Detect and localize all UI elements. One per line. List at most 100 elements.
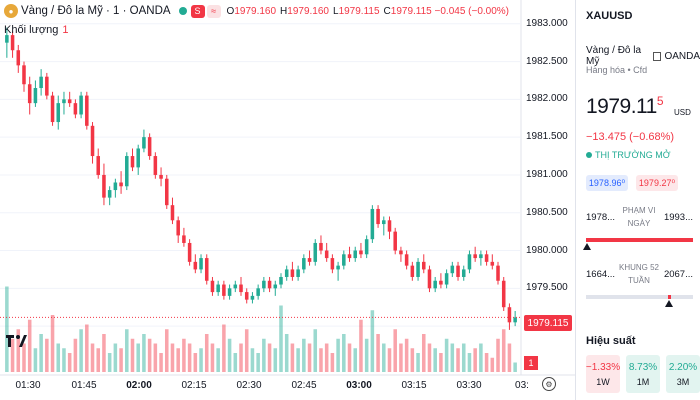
- candle-body: [79, 95, 83, 115]
- volume-bar: [473, 348, 477, 372]
- volume-bar: [370, 310, 375, 372]
- performance-tile-1w[interactable]: −1.33% 1W: [586, 355, 620, 393]
- performance-percent: 8.73%: [628, 361, 658, 373]
- volume-bar: [387, 348, 392, 372]
- volume-bar: [119, 348, 123, 372]
- ohlc-key-o: O: [226, 5, 235, 17]
- candle-body: [39, 76, 43, 89]
- volume-bar: [421, 334, 426, 372]
- candle-body: [404, 254, 409, 266]
- price-axis-label[interactable]: 1982.500: [526, 55, 568, 67]
- candle-body: [279, 276, 283, 285]
- candle: [210, 276, 215, 296]
- candle-body: [73, 103, 78, 115]
- chart-settings-gear-icon[interactable]: ⚙: [542, 377, 556, 391]
- day-range-marker-icon: [583, 243, 592, 250]
- day-range-high: 1993...: [663, 212, 693, 223]
- candle: [513, 310, 517, 327]
- candle: [256, 284, 260, 300]
- time-axis-label[interactable]: 03:: [515, 380, 529, 391]
- performance-tile-3m[interactable]: 2.20% 3M: [666, 355, 700, 393]
- candle: [27, 76, 32, 115]
- time-axis-label[interactable]: 03:30: [456, 380, 482, 391]
- candle-body: [239, 284, 243, 293]
- volume-bar: [50, 315, 55, 372]
- candle: [239, 276, 243, 296]
- price-axis-label[interactable]: 1983.000: [526, 17, 568, 29]
- candle-body: [56, 103, 61, 123]
- volume-bar: [170, 343, 175, 372]
- performance-tile-1m[interactable]: 8.73% 1M: [626, 355, 660, 393]
- volume-bar: [399, 343, 403, 372]
- current-volume-tag: 1: [524, 356, 538, 370]
- candle-body: [416, 261, 420, 277]
- symbol-title[interactable]: Vàng / Đô la Mỹ · 1 · OANDA: [21, 5, 171, 17]
- candle-body: [473, 254, 477, 259]
- candle-body: [244, 292, 249, 300]
- price-axis-label[interactable]: 1981.000: [526, 168, 568, 180]
- candle: [159, 167, 163, 187]
- price-axis-label[interactable]: 1980.000: [526, 244, 568, 256]
- ask-price-chip[interactable]: 1979.27⁰: [636, 175, 678, 191]
- exchange-label: OANDA: [664, 50, 700, 62]
- price-axis-label[interactable]: 1981.500: [526, 131, 568, 143]
- tradingview-logo-icon[interactable]: [6, 333, 28, 349]
- volume-bar: [136, 343, 140, 372]
- volume-bar: [204, 334, 209, 372]
- price-axis-label[interactable]: 1980.500: [526, 206, 568, 218]
- volume-bar: [182, 338, 186, 372]
- time-axis-label[interactable]: 02:00: [126, 380, 152, 391]
- candle-body: [250, 295, 255, 300]
- bid-price-chip[interactable]: 1978.96⁰: [586, 175, 628, 191]
- volume-bar: [199, 348, 203, 372]
- ohlc-value-c: 1979.115 −0.045 (−0.00%): [390, 5, 510, 17]
- candle-body: [193, 261, 198, 270]
- volume-bar: [39, 334, 43, 372]
- candle: [222, 280, 226, 300]
- current-price-tag: 1979.115: [524, 315, 572, 331]
- candle-body: [330, 258, 335, 270]
- volume-bar: [296, 348, 300, 372]
- volume-bar: [433, 348, 437, 372]
- time-axis-label[interactable]: 02:30: [236, 380, 262, 391]
- volume-legend[interactable]: Khối lượng 1: [4, 24, 68, 36]
- time-axis-label[interactable]: 02:15: [181, 380, 207, 391]
- candlestick-chart[interactable]: [0, 0, 575, 400]
- market-status: THỊ TRƯỜNG MỞ: [586, 150, 670, 160]
- candle: [433, 276, 437, 293]
- ohlc-value-o: 1979.160: [234, 5, 277, 17]
- candle: [302, 254, 306, 274]
- candle: [39, 69, 43, 96]
- chart-area[interactable]: ● Vàng / Đô la Mỹ · 1 · OANDA S ≈ O1979.…: [0, 0, 575, 400]
- volume-bar: [404, 338, 409, 372]
- time-axis-label[interactable]: 03:15: [401, 380, 427, 391]
- candle-body: [461, 269, 466, 277]
- time-axis-label[interactable]: 01:30: [15, 380, 41, 391]
- candle-body: [22, 65, 26, 85]
- time-axis-label[interactable]: 01:45: [71, 380, 97, 391]
- candle-body: [136, 148, 140, 168]
- volume-bar: [416, 353, 420, 372]
- price-axis-label[interactable]: 1979.500: [526, 282, 568, 294]
- candle-body: [347, 254, 352, 259]
- candle-body: [513, 317, 517, 323]
- volume-bar: [501, 329, 506, 372]
- volume-bar: [256, 353, 260, 372]
- time-axis-label[interactable]: 03:00: [346, 380, 372, 391]
- candle: [421, 254, 426, 274]
- volume-bar: [5, 286, 9, 372]
- price-axis-label[interactable]: 1982.000: [526, 93, 568, 105]
- candle-body: [233, 284, 238, 289]
- candle: [182, 227, 186, 247]
- volume-bar: [102, 334, 106, 372]
- external-link-icon[interactable]: [653, 51, 662, 61]
- time-axis-label[interactable]: 02:45: [291, 380, 317, 391]
- last-price-main: 1979.11: [586, 95, 657, 118]
- indicator-badge[interactable]: ≈: [206, 4, 221, 18]
- candle: [290, 261, 295, 281]
- candle: [125, 152, 129, 191]
- candle: [50, 91, 55, 126]
- candle-body: [199, 258, 203, 270]
- sell-badge[interactable]: S: [190, 4, 205, 18]
- candle: [10, 31, 15, 58]
